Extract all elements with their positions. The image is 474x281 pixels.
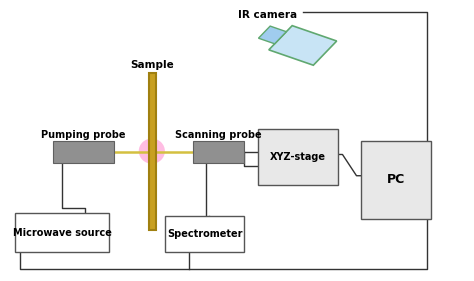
Text: IR camera: IR camera	[238, 10, 297, 20]
Text: Scanning probe: Scanning probe	[175, 130, 262, 140]
Text: Sample: Sample	[130, 60, 173, 70]
Text: PC: PC	[387, 173, 405, 186]
Bar	[361, 140, 431, 219]
Polygon shape	[258, 26, 286, 44]
Text: Pumping probe: Pumping probe	[41, 130, 126, 140]
Bar	[148, 73, 155, 230]
Text: Spectrometer: Spectrometer	[167, 229, 242, 239]
Bar	[165, 216, 245, 252]
Ellipse shape	[139, 139, 165, 164]
Bar	[258, 129, 338, 185]
Polygon shape	[269, 26, 337, 65]
Bar	[53, 140, 113, 163]
Bar	[193, 140, 245, 163]
Text: XYZ-stage: XYZ-stage	[270, 152, 326, 162]
Bar	[15, 213, 109, 252]
Text: Microwave source: Microwave source	[13, 228, 111, 238]
